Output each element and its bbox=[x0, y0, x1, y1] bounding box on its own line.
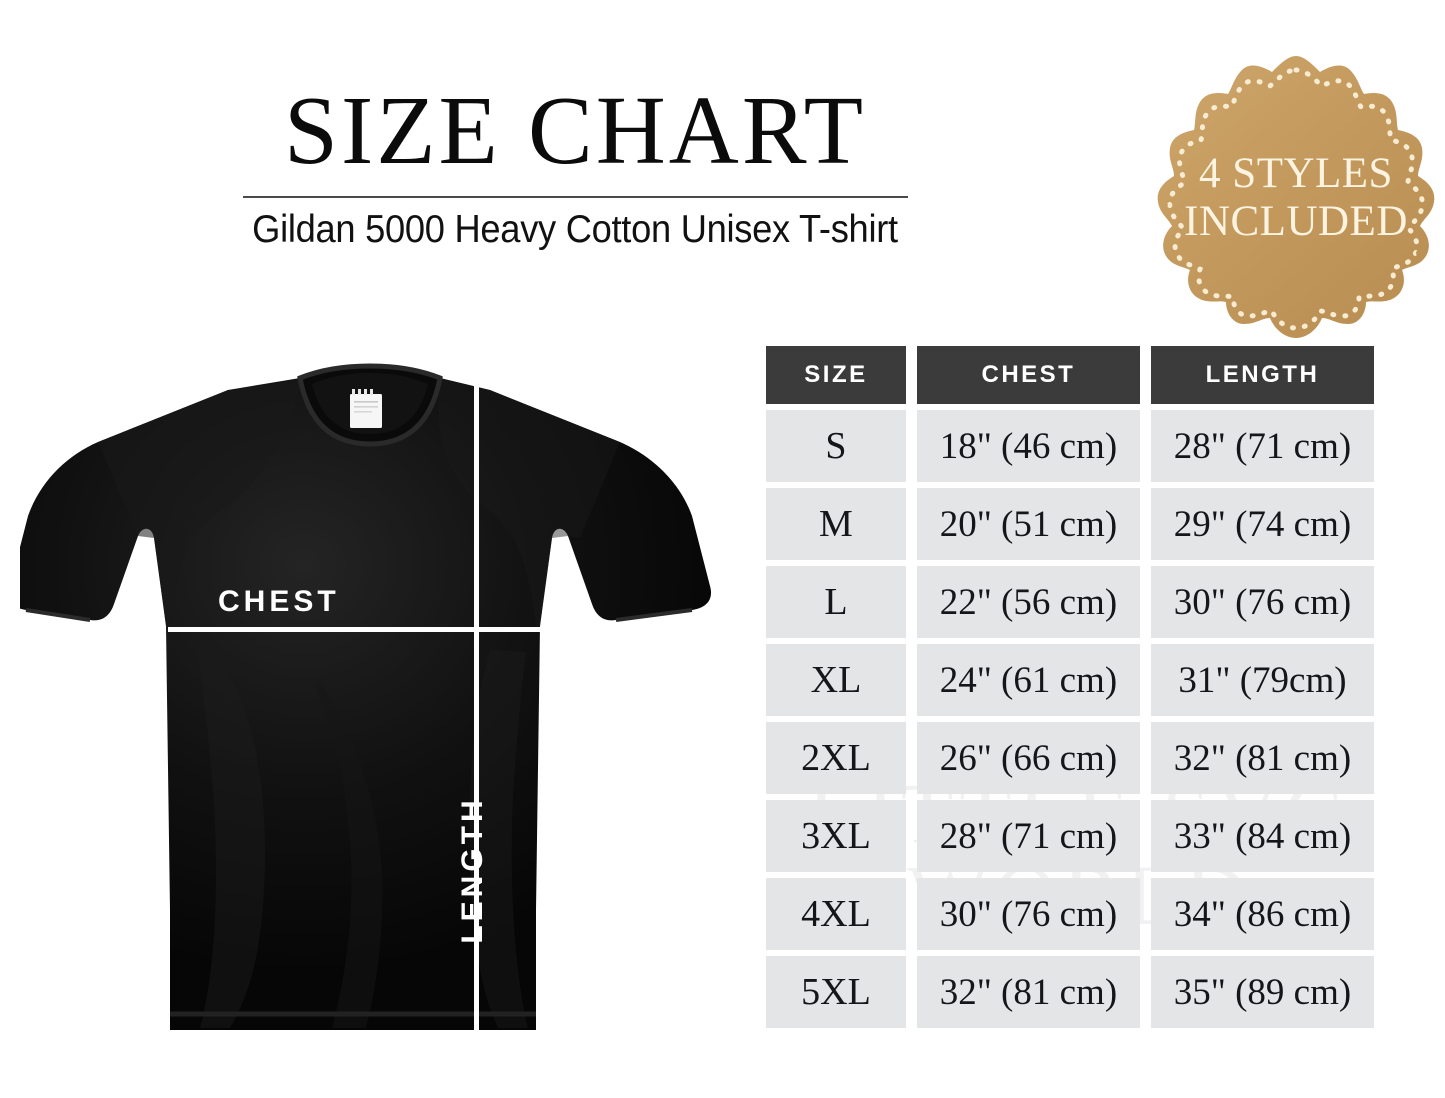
cell-length: 32" (81 cm) bbox=[1150, 722, 1374, 794]
cell-chest: 22" (56 cm) bbox=[916, 566, 1140, 638]
cell-size: S bbox=[766, 410, 906, 482]
chest-measure-line bbox=[168, 627, 540, 632]
cell-size: 4XL bbox=[766, 878, 906, 950]
shirt-shade-right bbox=[438, 378, 620, 626]
cell-chest: 26" (66 cm) bbox=[916, 722, 1140, 794]
cell-chest: 18" (46 cm) bbox=[916, 410, 1140, 482]
sleeve-hem-left bbox=[25, 608, 91, 622]
cell-size: M bbox=[766, 488, 906, 560]
table-row: 4XL 30" (76 cm) 34" (86 cm) bbox=[766, 878, 1374, 950]
shirt-fold-left bbox=[198, 650, 266, 1028]
cell-chest: 28" (71 cm) bbox=[916, 800, 1140, 872]
cell-chest: 30" (76 cm) bbox=[916, 878, 1140, 950]
cell-size: 3XL bbox=[766, 800, 906, 872]
tshirt-illustration bbox=[20, 350, 720, 1050]
cell-length: 34" (86 cm) bbox=[1150, 878, 1374, 950]
table-header-row: SIZE CHEST LENGTH bbox=[766, 346, 1374, 404]
shirt-shade-left bbox=[98, 380, 302, 626]
table-row: M 20" (51 cm) 29" (74 cm) bbox=[766, 488, 1374, 560]
column-header-chest: CHEST bbox=[916, 346, 1140, 404]
table-row: 3XL 28" (71 cm) 33" (84 cm) bbox=[766, 800, 1374, 872]
page-title: SIZE CHART bbox=[284, 77, 866, 184]
styles-included-badge: 4 STYLES INCLUDED bbox=[1152, 52, 1440, 344]
cell-chest: 20" (51 cm) bbox=[916, 488, 1140, 560]
table-row: S 18" (46 cm) 28" (71 cm) bbox=[766, 410, 1374, 482]
shirt-fold-right bbox=[469, 650, 528, 1028]
cell-length: 33" (84 cm) bbox=[1150, 800, 1374, 872]
cell-chest: 24" (61 cm) bbox=[916, 644, 1140, 716]
cell-chest: 32" (81 cm) bbox=[916, 956, 1140, 1028]
length-measure-line bbox=[474, 378, 479, 1030]
cell-length: 29" (74 cm) bbox=[1150, 488, 1374, 560]
title-divider bbox=[242, 196, 908, 198]
sleeve-hem-right bbox=[615, 608, 693, 622]
cell-size: XL bbox=[766, 644, 906, 716]
cell-length: 31" (79cm) bbox=[1150, 644, 1374, 716]
badge-dotted-border bbox=[1167, 67, 1425, 331]
chest-measure-label: CHEST bbox=[218, 585, 340, 618]
cell-length: 30" (76 cm) bbox=[1150, 566, 1374, 638]
column-header-size: SIZE bbox=[766, 346, 906, 404]
size-table: SIZE CHEST LENGTH S 18" (46 cm) 28" (71 … bbox=[755, 340, 1385, 1034]
table-row: 5XL 32" (81 cm) 35" (89 cm) bbox=[766, 956, 1374, 1028]
cell-length: 35" (89 cm) bbox=[1150, 956, 1374, 1028]
page-subtitle: Gildan 5000 Heavy Cotton Unisex T-shirt bbox=[252, 208, 898, 251]
badge-seal-shape bbox=[1157, 56, 1435, 338]
cell-length: 28" (71 cm) bbox=[1150, 410, 1374, 482]
header: SIZE CHART Gildan 5000 Heavy Cotton Unis… bbox=[0, 0, 1150, 252]
table-row: XL 24" (61 cm) 31" (79cm) bbox=[766, 644, 1374, 716]
shirt-neck-label bbox=[350, 389, 382, 428]
table-row: 2XL 26" (66 cm) 32" (81 cm) bbox=[766, 722, 1374, 794]
table-row: L 22" (56 cm) 30" (76 cm) bbox=[766, 566, 1374, 638]
cell-size: 2XL bbox=[766, 722, 906, 794]
cell-size: L bbox=[766, 566, 906, 638]
shirt-fold-center bbox=[314, 680, 383, 1028]
column-header-length: LENGTH bbox=[1150, 346, 1374, 404]
cell-size: 5XL bbox=[766, 956, 906, 1028]
length-measure-label: LENGTH bbox=[456, 796, 489, 944]
